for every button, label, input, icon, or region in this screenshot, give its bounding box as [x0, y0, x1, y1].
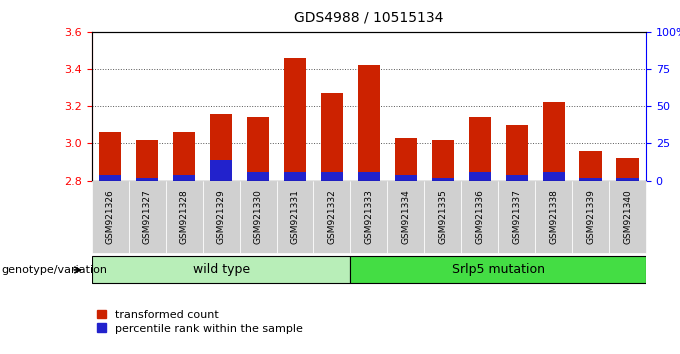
Bar [210, 114, 232, 181]
Bar [358, 65, 380, 181]
Bar [284, 172, 306, 181]
FancyBboxPatch shape [572, 181, 609, 253]
Bar [469, 117, 491, 181]
Bar [617, 178, 639, 181]
FancyBboxPatch shape [388, 181, 424, 253]
Text: wild type: wild type [192, 263, 250, 276]
Bar [543, 102, 564, 181]
Bar [469, 172, 491, 181]
Bar [432, 139, 454, 181]
Bar [284, 58, 306, 181]
Text: GSM921331: GSM921331 [290, 189, 299, 244]
Text: GSM921330: GSM921330 [254, 189, 262, 244]
Text: GSM921337: GSM921337 [512, 189, 521, 244]
Text: GSM921328: GSM921328 [180, 189, 188, 244]
Bar [579, 178, 602, 181]
Legend: transformed count, percentile rank within the sample: transformed count, percentile rank withi… [97, 310, 303, 333]
Bar [247, 117, 269, 181]
Bar [395, 175, 417, 181]
Text: GSM921326: GSM921326 [106, 189, 115, 244]
FancyBboxPatch shape [277, 181, 313, 253]
Bar [136, 139, 158, 181]
Bar [617, 158, 639, 181]
FancyBboxPatch shape [313, 181, 350, 253]
Bar [579, 151, 602, 181]
Bar [321, 93, 343, 181]
Text: GSM921335: GSM921335 [439, 189, 447, 244]
Text: GDS4988 / 10515134: GDS4988 / 10515134 [294, 11, 443, 25]
Bar [543, 172, 564, 181]
Bar [432, 178, 454, 181]
Bar [247, 172, 269, 181]
Text: GSM921338: GSM921338 [549, 189, 558, 244]
FancyBboxPatch shape [92, 181, 129, 253]
Bar [395, 138, 417, 181]
Bar [506, 175, 528, 181]
FancyBboxPatch shape [129, 181, 166, 253]
Bar [99, 132, 121, 181]
Bar [136, 178, 158, 181]
Bar [173, 132, 195, 181]
FancyBboxPatch shape [609, 181, 646, 253]
Text: GSM921339: GSM921339 [586, 189, 595, 244]
FancyBboxPatch shape [203, 181, 239, 253]
FancyBboxPatch shape [92, 256, 350, 284]
Text: GSM921336: GSM921336 [475, 189, 484, 244]
Text: GSM921327: GSM921327 [143, 189, 152, 244]
Bar [358, 172, 380, 181]
Bar [506, 125, 528, 181]
FancyBboxPatch shape [461, 181, 498, 253]
Bar [173, 175, 195, 181]
FancyBboxPatch shape [535, 181, 572, 253]
Text: GSM921332: GSM921332 [328, 189, 337, 244]
Bar [99, 175, 121, 181]
FancyBboxPatch shape [350, 181, 388, 253]
Text: GSM921333: GSM921333 [364, 189, 373, 244]
FancyBboxPatch shape [166, 181, 203, 253]
FancyBboxPatch shape [424, 181, 461, 253]
Text: GSM921340: GSM921340 [623, 189, 632, 244]
Text: GSM921329: GSM921329 [217, 189, 226, 244]
Bar [210, 160, 232, 181]
FancyBboxPatch shape [350, 256, 646, 284]
Text: Srlp5 mutation: Srlp5 mutation [452, 263, 545, 276]
Text: GSM921334: GSM921334 [401, 189, 410, 244]
FancyBboxPatch shape [239, 181, 277, 253]
FancyBboxPatch shape [498, 181, 535, 253]
Bar [321, 172, 343, 181]
Text: genotype/variation: genotype/variation [1, 265, 107, 275]
